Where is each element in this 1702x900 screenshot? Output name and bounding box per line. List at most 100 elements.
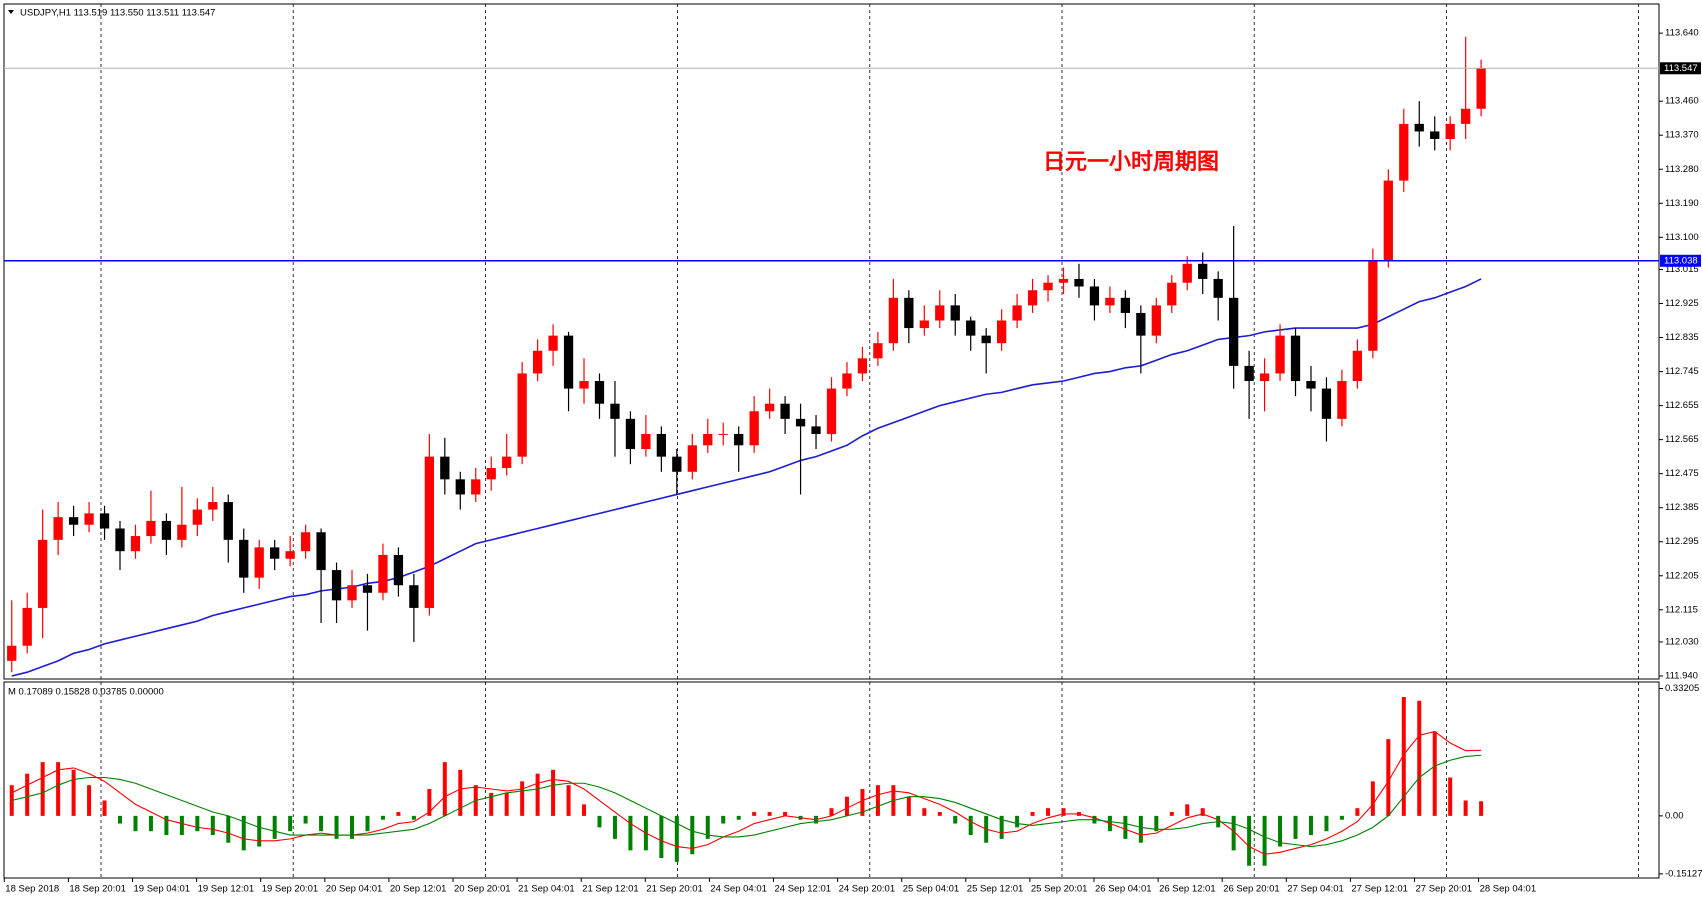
candle-body — [362, 585, 373, 593]
candle-body — [826, 388, 837, 434]
candle-body — [254, 547, 264, 578]
candle-body — [84, 513, 94, 525]
y-tick-label: 112.655 — [1665, 400, 1699, 411]
candle-body — [1027, 290, 1038, 306]
histogram-bar — [999, 815, 1004, 839]
histogram-bar — [1448, 777, 1453, 816]
candle-body — [378, 554, 388, 593]
y-tick-label: -0.15127 — [1665, 868, 1702, 879]
time-label: 20 Sep 20:01 — [454, 884, 511, 895]
candle-body — [208, 502, 218, 510]
candle-body — [532, 350, 543, 374]
histogram-bar — [1061, 808, 1066, 816]
y-tick-label: 113.460 — [1665, 96, 1699, 107]
histogram-bar — [288, 815, 293, 832]
y-tick-label: 112.925 — [1665, 298, 1699, 309]
histogram-bar — [334, 815, 339, 839]
y-tick-label: 112.385 — [1665, 502, 1699, 513]
time-label: 19 Sep 04:01 — [134, 884, 191, 895]
candle-body — [1461, 108, 1471, 124]
histogram-bar — [56, 762, 61, 816]
histogram-bar — [1293, 815, 1298, 839]
histogram-bar — [1046, 808, 1051, 816]
y-tick-label: 112.295 — [1665, 536, 1699, 547]
candle-body — [285, 551, 295, 559]
candle-body — [1445, 123, 1455, 139]
histogram-bar — [164, 815, 169, 836]
menu-arrow[interactable] — [8, 10, 14, 14]
y-tick-label: 112.205 — [1665, 570, 1699, 581]
candle-body — [7, 645, 17, 661]
y-tick-label: 113.100 — [1665, 232, 1699, 243]
histogram-bar — [148, 815, 153, 832]
candle-body — [703, 433, 713, 446]
histogram-bar — [257, 815, 262, 847]
histogram-bar — [319, 815, 324, 832]
candle-body — [1259, 373, 1270, 382]
histogram-bar — [1432, 731, 1437, 816]
candle-body — [1476, 68, 1486, 109]
candle-body — [1321, 388, 1332, 419]
histogram-bar — [953, 815, 958, 824]
histogram-bar — [1308, 815, 1313, 836]
histogram-bar — [118, 815, 123, 824]
chart-header: USDJPY,H1 113.519 113.550 113.511 113.54… — [20, 8, 215, 19]
candle-body — [1074, 278, 1084, 287]
candle-body — [68, 517, 79, 525]
histogram-bar — [783, 812, 788, 816]
y-tick-label: 112.475 — [1665, 468, 1699, 479]
candle-body — [1399, 123, 1409, 181]
y-tick-label: 111.940 — [1665, 670, 1698, 681]
candle-body — [1275, 335, 1285, 374]
candle-body — [270, 547, 280, 559]
histogram-bar — [1185, 804, 1190, 816]
histogram-bar — [1324, 815, 1329, 832]
histogram-bar — [1030, 812, 1035, 816]
histogram-bar — [922, 808, 927, 816]
candle-body — [811, 426, 821, 434]
histogram-bar — [520, 781, 525, 816]
time-label: 25 Sep 20:01 — [1031, 884, 1088, 895]
panel-frame — [3, 681, 1660, 879]
candle-body — [486, 467, 496, 480]
histogram-bar — [968, 815, 973, 836]
y-tick-label: 113.015 — [1665, 264, 1699, 275]
candle-body — [440, 456, 450, 480]
histogram-bar — [179, 815, 184, 836]
candle-body — [130, 536, 141, 552]
candle-body — [873, 343, 883, 359]
histogram-bar — [25, 773, 30, 816]
histogram-bar — [396, 812, 401, 816]
time-label: 26 Sep 12:01 — [1159, 884, 1216, 895]
candle-body — [1182, 263, 1192, 283]
y-tick-label: 0.00 — [1665, 810, 1684, 821]
histogram-bar — [380, 815, 385, 820]
histogram-bar — [133, 815, 138, 832]
candle-body — [177, 524, 187, 540]
price-label: 113.547 — [1664, 63, 1698, 74]
candle-body — [1368, 260, 1378, 351]
histogram-bar — [1479, 801, 1484, 816]
y-tick-label: 112.565 — [1665, 434, 1699, 445]
candle-body — [1151, 305, 1161, 336]
candle-body — [38, 539, 48, 608]
histogram-bar — [1247, 815, 1252, 866]
histogram-bar — [535, 773, 540, 816]
time-label: 24 Sep 04:01 — [710, 884, 767, 895]
histogram-bar — [736, 815, 741, 820]
histogram-bar — [1123, 815, 1128, 839]
candle-body — [1043, 282, 1053, 291]
candle-body — [331, 570, 342, 601]
time-label: 18 Sep 20:01 — [69, 884, 126, 895]
time-label: 28 Sep 04:01 — [1480, 884, 1537, 895]
candle-body — [300, 532, 311, 552]
candle-body — [579, 381, 589, 389]
histogram-bar — [752, 812, 757, 816]
candle-body — [1244, 365, 1254, 382]
time-label: 18 Sep 2018 — [5, 884, 59, 895]
candle-body — [594, 381, 605, 404]
histogram-bar — [458, 769, 463, 816]
candle-body — [935, 305, 945, 321]
histogram-bar — [411, 815, 416, 820]
histogram-bar — [1339, 815, 1344, 820]
